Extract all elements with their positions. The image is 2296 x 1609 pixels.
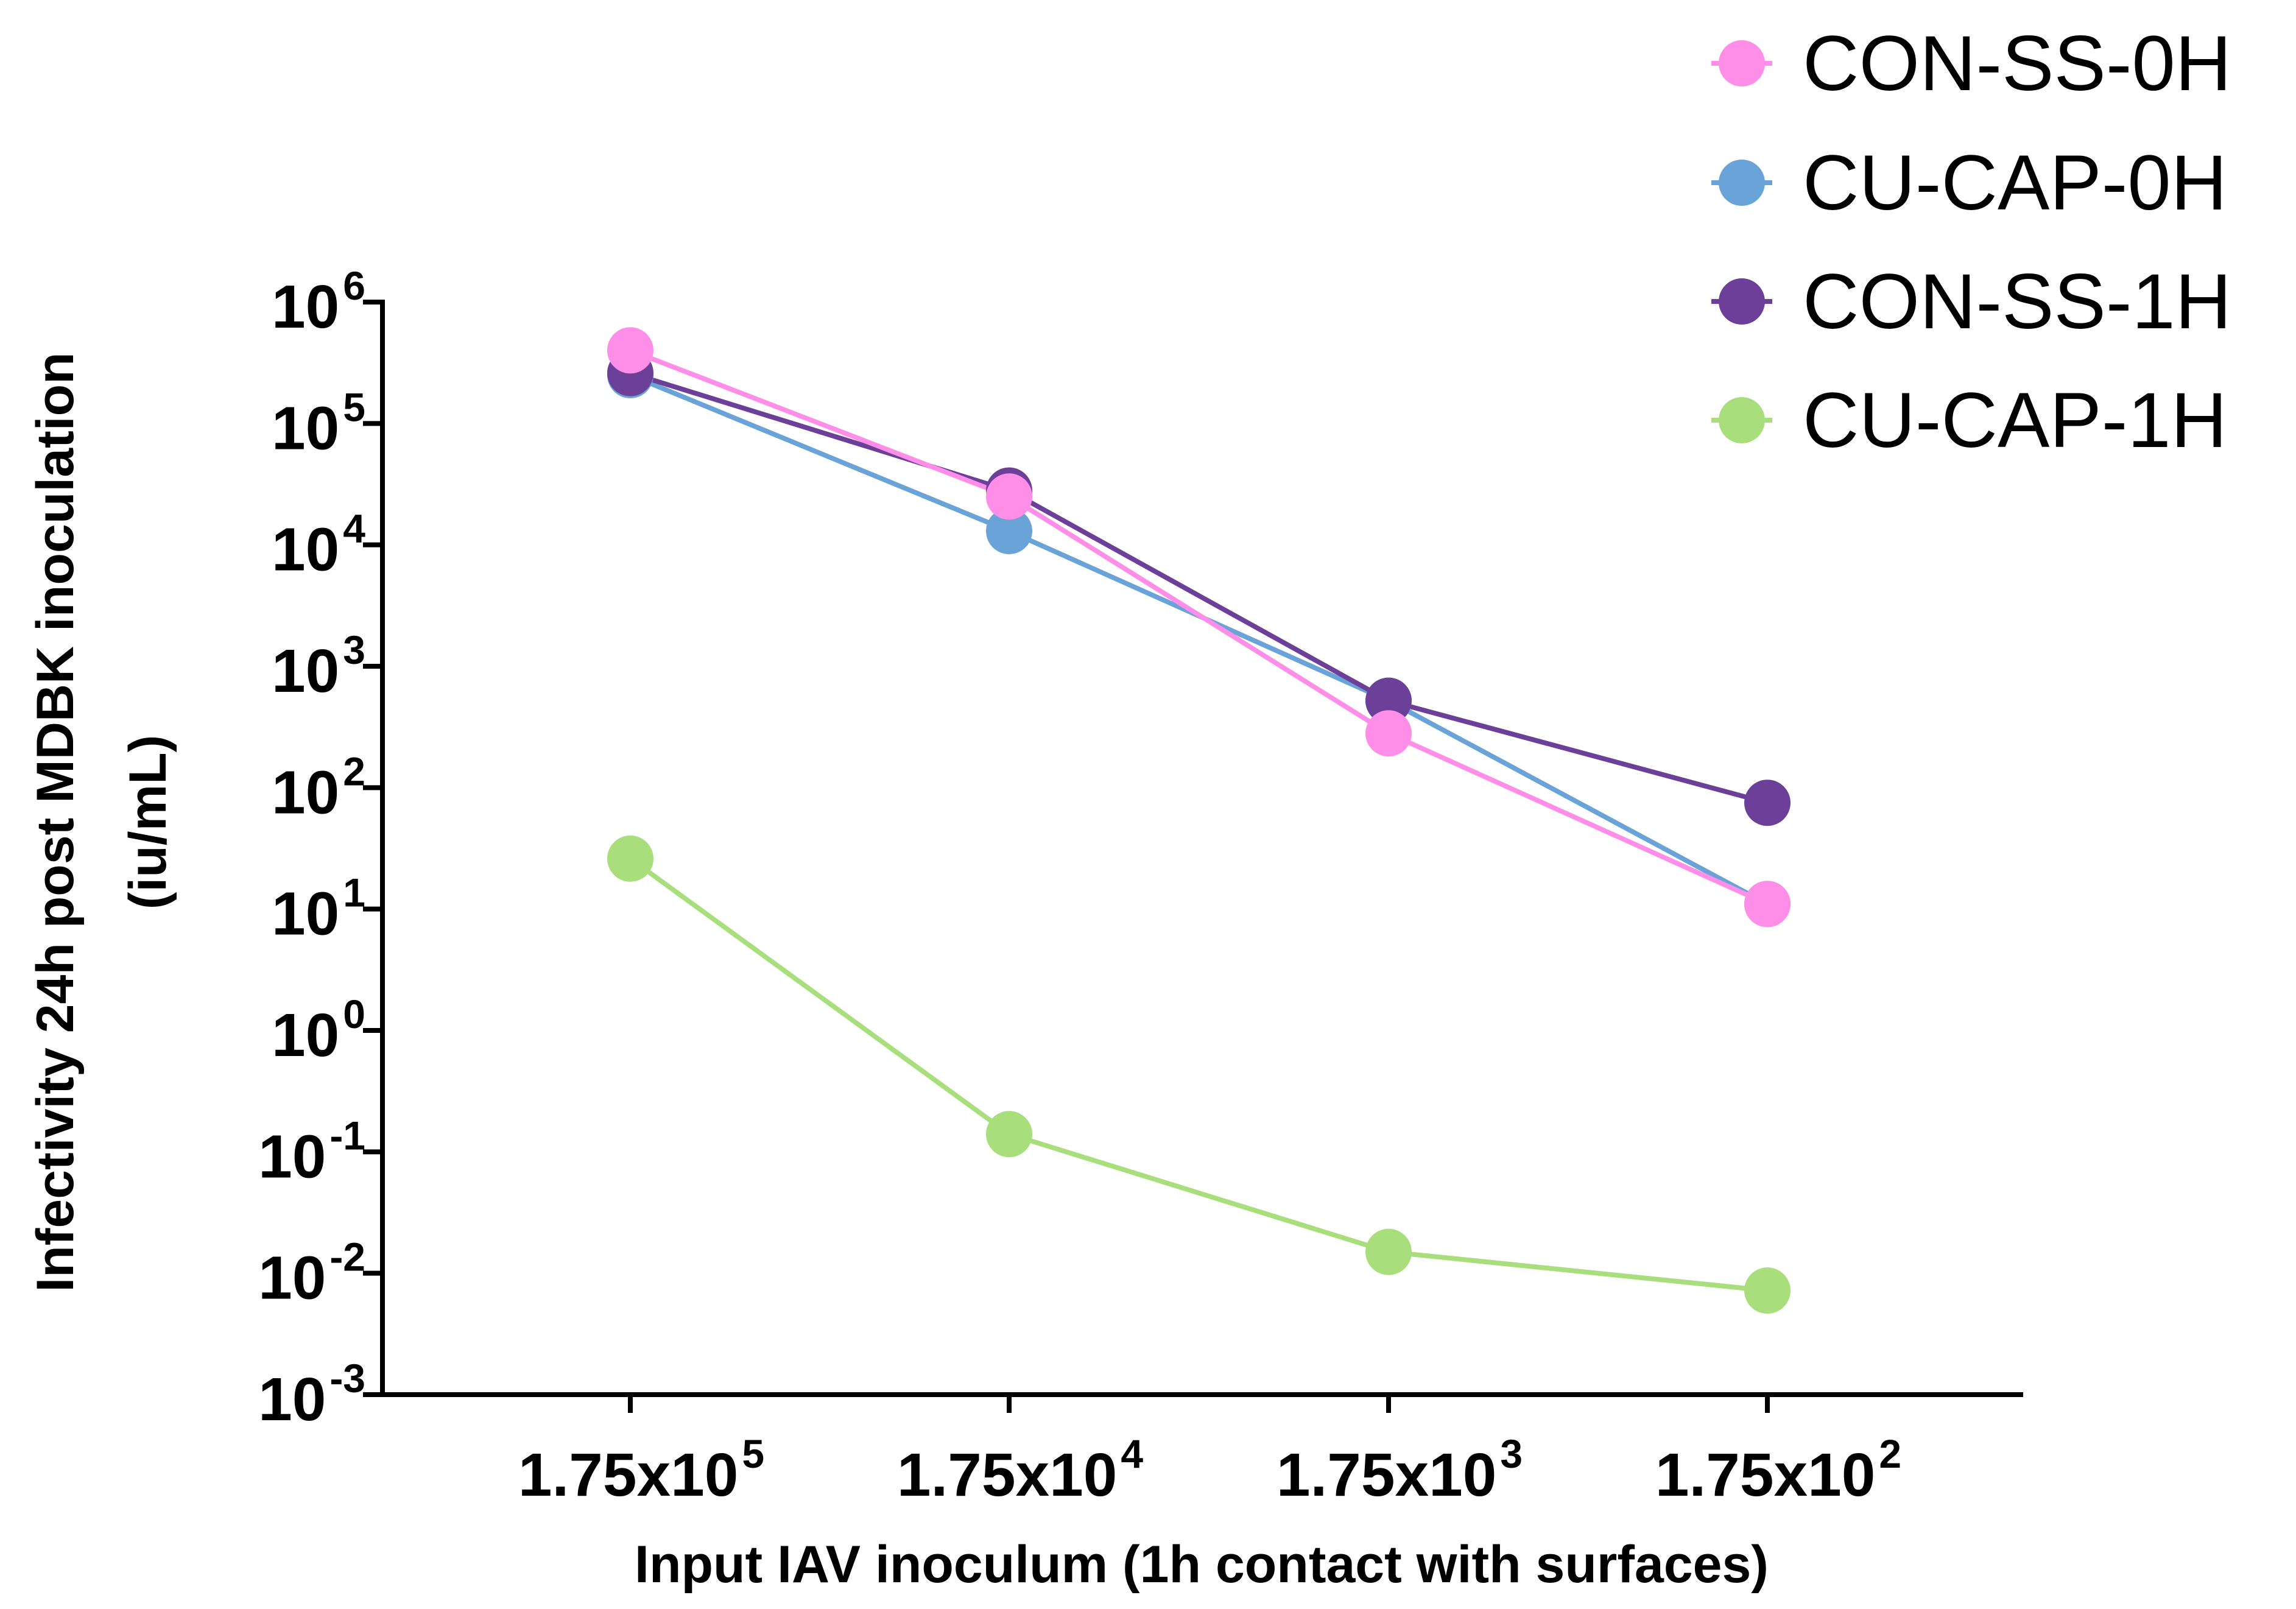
y-tick-label: 106 <box>272 263 365 341</box>
x-tick-label: 1.75x104 <box>897 1431 1143 1509</box>
data-point-con-ss-0h <box>607 327 653 374</box>
y-tick-label: 101 <box>272 870 365 948</box>
axes <box>380 300 2023 1397</box>
legend-item-con-ss-1h: CON-SS-1H <box>1711 258 2231 345</box>
y-axis-unit: (iu/mL) <box>119 735 177 910</box>
series-line-con-ss-0h <box>629 348 1769 907</box>
legend-item-con-ss-0h: CON-SS-0H <box>1711 20 2231 107</box>
x-tick-label: 1.75x102 <box>1655 1431 1901 1509</box>
legend-item-cu-cap-1h: CU-CAP-1H <box>1711 377 2227 464</box>
legend-label: CON-SS-1H <box>1803 258 2231 345</box>
y-tick-label: 103 <box>272 627 365 705</box>
data-point-con-ss-0h <box>1365 710 1412 757</box>
legend-label: CU-CAP-0H <box>1803 139 2227 227</box>
y-axis-title-group: Infectivity 24h post MDBK inoculation (i… <box>26 352 177 1292</box>
legend-swatch-marker <box>1719 397 1765 443</box>
y-tick-label: 10-1 <box>258 1113 365 1191</box>
data-point-con-ss-1h <box>1744 780 1791 826</box>
series-line-con-ss-1h <box>629 370 1769 806</box>
legend-swatch-marker <box>1719 160 1765 206</box>
data-point-cu-cap-1h <box>1365 1228 1412 1275</box>
legend-label: CON-SS-0H <box>1803 20 2231 107</box>
data-point-cu-cap-1h <box>986 1111 1032 1158</box>
y-tick-label: 100 <box>272 991 365 1069</box>
y-axis-ticks: 106 105 104 103 102 101 100 10-1 10-2 10-3 <box>258 263 382 1434</box>
data-point-con-ss-1h <box>1365 677 1412 724</box>
x-tick-label: 1.75x105 <box>518 1431 764 1509</box>
series-layer <box>607 327 1791 1314</box>
legend-swatch-marker <box>1719 40 1765 86</box>
x-tick-label: 1.75x103 <box>1277 1431 1523 1509</box>
legend-item-cu-cap-0h: CU-CAP-0H <box>1711 139 2227 227</box>
data-point-cu-cap-1h <box>607 835 653 882</box>
x-axis-ticks: 1.75x105 1.75x104 1.75x103 1.75x102 <box>518 1395 1901 1509</box>
data-point-cu-cap-0h <box>986 508 1032 554</box>
data-point-con-ss-0h <box>986 473 1032 520</box>
data-point-con-ss-0h <box>1744 881 1791 928</box>
y-tick-label: 10-3 <box>258 1356 365 1434</box>
legend-swatch-marker <box>1719 278 1765 325</box>
y-tick-label: 102 <box>272 748 365 826</box>
x-axis-title: Input IAV inoculum (1h contact with surf… <box>635 1535 1769 1594</box>
y-tick-label: 10-2 <box>258 1234 365 1312</box>
y-tick-label: 104 <box>272 506 365 584</box>
legend-label: CU-CAP-1H <box>1803 377 2227 464</box>
data-point-cu-cap-1h <box>1744 1267 1791 1314</box>
legend: CON-SS-0H CU-CAP-0H CON-SS-1H CU-CAP-1H <box>1711 20 2231 464</box>
y-axis-title: Infectivity 24h post MDBK inoculation <box>26 352 85 1292</box>
y-tick-label: 105 <box>272 384 365 462</box>
series-line-cu-cap-1h <box>629 856 1768 1294</box>
